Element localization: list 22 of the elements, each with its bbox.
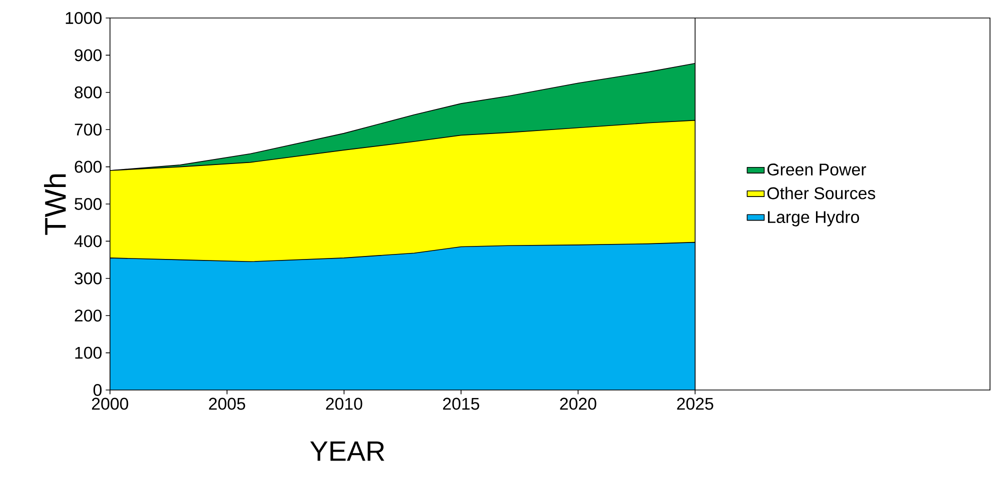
y-tick-label: 1000 [66, 12, 102, 24]
x-tick-label: 2015 [443, 398, 480, 410]
y-axis-title: TWh [44, 174, 66, 235]
legend-label: Green Power [767, 164, 866, 176]
y-tick-label: 800 [74, 86, 102, 98]
x-tick-label: 2010 [326, 398, 362, 410]
y-tick-label: 100 [75, 346, 102, 359]
x-tick-label: 2025 [677, 398, 714, 410]
legend-label: Large Hydro [768, 210, 860, 226]
x-tick-label: 2020 [560, 398, 596, 410]
y-tick-label: 0 [93, 384, 102, 396]
y-tick-label: 200 [74, 310, 102, 322]
y-tick-label: 500 [74, 198, 102, 210]
y-tick-label: 400 [74, 235, 102, 248]
x-tick-label: 2000 [92, 398, 128, 410]
y-tick-label: 300 [74, 272, 102, 284]
legend-label: Other Sources [767, 186, 876, 200]
x-axis-title: YEAR [310, 442, 384, 461]
y-tick-label: 600 [74, 160, 102, 173]
y-tick-label: 900 [74, 49, 102, 62]
y-tick-label: 700 [74, 124, 102, 136]
x-tick-label: 2005 [209, 398, 246, 410]
